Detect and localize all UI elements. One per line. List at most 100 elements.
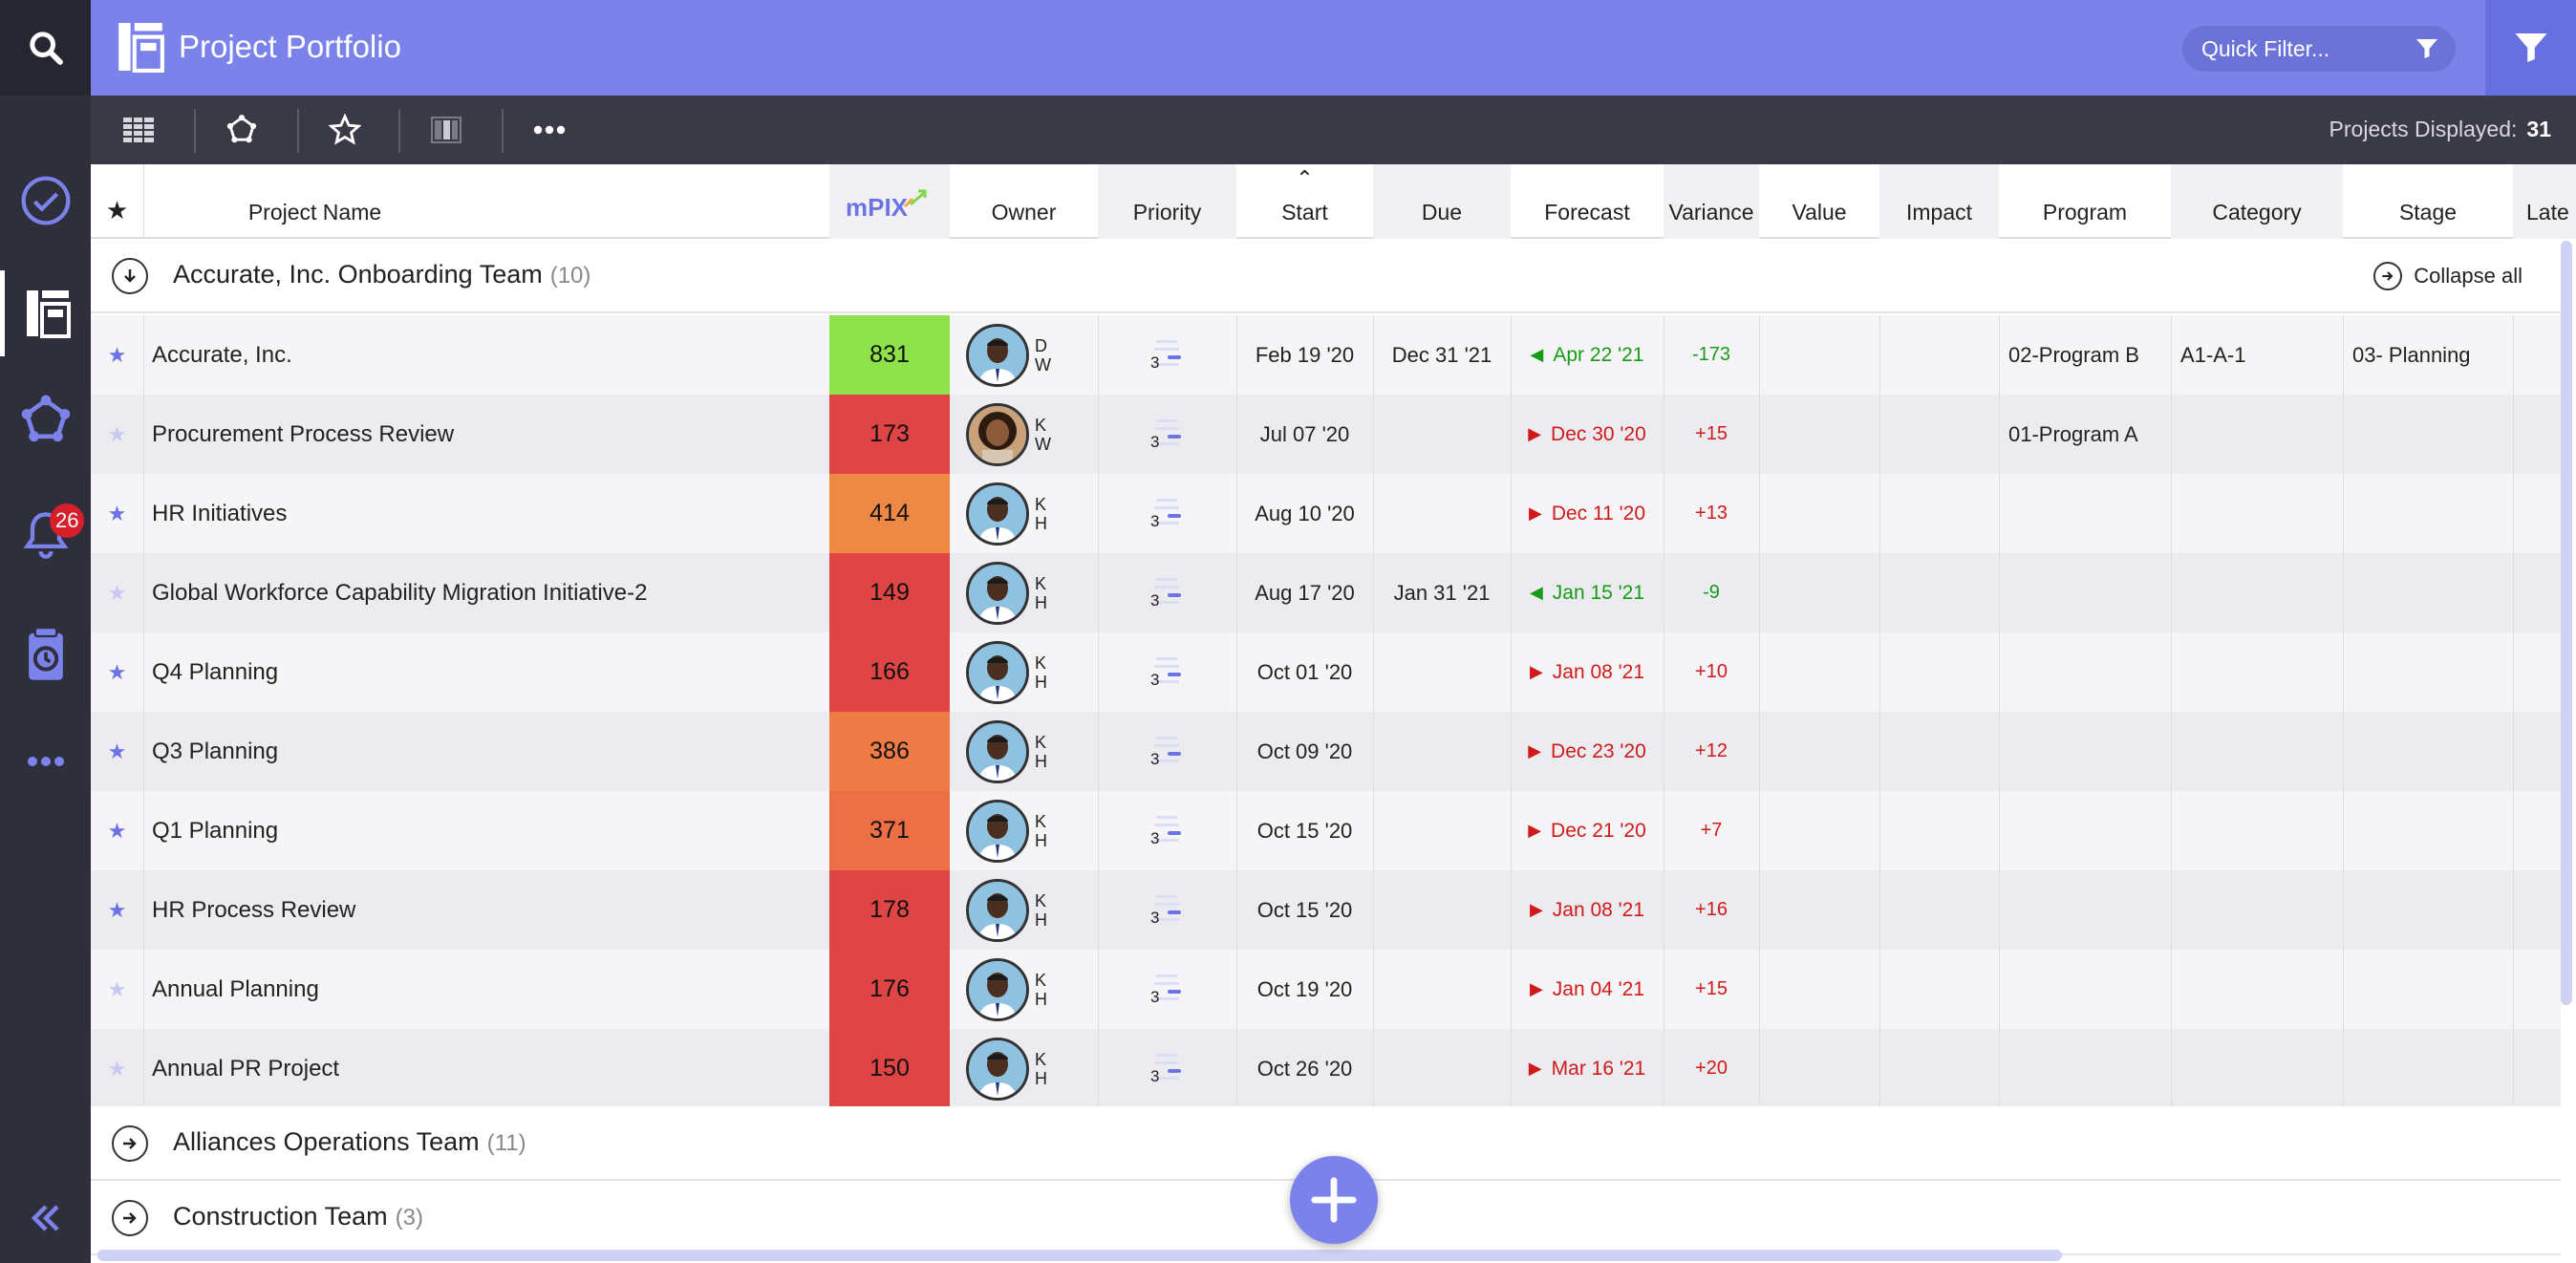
- favorite-toggle[interactable]: ★: [91, 474, 143, 553]
- favorite-toggle[interactable]: ★: [91, 712, 143, 791]
- table-row[interactable]: ★ Q1 Planning 371 K H 3 Oct 15 '20 ▶ Dec 21 '20 +…: [91, 791, 2561, 870]
- favorite-toggle[interactable]: ★: [91, 315, 143, 395]
- table-row[interactable]: ★ HR Initiatives 414 K H 3 Aug 10 '20 ▶ Dec 11 '…: [91, 474, 2561, 553]
- columns-icon: [431, 117, 462, 143]
- table-row[interactable]: ★ Q3 Planning 386 K H 3 Oct 09 '20 ▶ Dec 23 '20 +…: [91, 712, 2561, 791]
- network-view-button[interactable]: [194, 96, 290, 164]
- col-due[interactable]: Due: [1373, 164, 1511, 239]
- nav-notifications[interactable]: 26: [0, 492, 91, 578]
- program-value: [2008, 950, 2171, 1029]
- table-row[interactable]: ★ HR Process Review 178 K H 3 Oct 15 '20 ▶ Jan 0…: [91, 870, 2561, 950]
- col-owner[interactable]: Owner: [991, 200, 1057, 225]
- project-name[interactable]: Annual PR Project: [152, 1055, 340, 1081]
- collapse-group-button[interactable]: [112, 258, 148, 294]
- col-value[interactable]: Value: [1792, 200, 1847, 225]
- project-name[interactable]: Global Workforce Capability Migration In…: [152, 579, 648, 606]
- col-forecast[interactable]: Forecast: [1544, 200, 1630, 225]
- table-row[interactable]: ★ Accurate, Inc. 831 D W 3 Feb 19 '20 Dec 31 '2…: [91, 315, 2561, 395]
- col-mpix[interactable]: mPIX: [829, 164, 950, 239]
- favorite-toggle[interactable]: ★: [91, 950, 143, 1029]
- favorite-toggle[interactable]: ★: [91, 553, 143, 632]
- project-name[interactable]: Q1 Planning: [152, 817, 279, 844]
- project-name[interactable]: Accurate, Inc.: [152, 341, 292, 368]
- project-name[interactable]: Procurement Process Review: [152, 420, 455, 447]
- table-row[interactable]: ★ Q4 Planning 166 K H 3 Oct 01 '20 ▶ Jan 08 '21 +…: [91, 632, 2561, 712]
- col-category[interactable]: Category: [2171, 164, 2343, 239]
- quick-filter[interactable]: [2182, 26, 2456, 72]
- horizontal-scrollbar[interactable]: [97, 1250, 2062, 1261]
- trend-arrow-icon: ▶: [1528, 1059, 1542, 1078]
- favorite-toggle[interactable]: ★: [91, 791, 143, 870]
- category-value: [2180, 712, 2343, 791]
- favorite-toggle[interactable]: ★: [91, 632, 143, 712]
- favorite-toggle[interactable]: ★: [91, 1029, 143, 1108]
- forecast-date: Dec 11 '20: [1551, 502, 1646, 524]
- nav-timesheet[interactable]: [0, 611, 91, 697]
- avatar: [966, 878, 1029, 942]
- page-title: Project Portfolio: [179, 29, 401, 64]
- quick-filter-input[interactable]: [2201, 35, 2412, 62]
- project-name[interactable]: Q3 Planning: [152, 738, 279, 764]
- col-impact[interactable]: Impact: [1879, 164, 1999, 239]
- funnel-icon[interactable]: [2415, 38, 2438, 59]
- collapse-all-button[interactable]: Collapse all: [2373, 262, 2522, 290]
- table-row[interactable]: ★ Annual PR Project 150 K H 3 Oct 26 '20 ▶ Mar 1…: [91, 1029, 2561, 1108]
- col-priority[interactable]: Priority: [1098, 164, 1236, 239]
- col-program[interactable]: Program: [2042, 200, 2128, 225]
- nav-network[interactable]: [0, 377, 91, 463]
- more-options-button[interactable]: [502, 96, 597, 164]
- expand-group-button[interactable]: [112, 1125, 148, 1162]
- col-favorite[interactable]: ★: [105, 196, 129, 225]
- nav-portfolio[interactable]: [0, 270, 91, 356]
- columns-button[interactable]: [398, 96, 494, 164]
- group-header[interactable]: Accurate, Inc. Onboarding Team (10) Colla…: [91, 239, 2561, 313]
- project-name[interactable]: HR Process Review: [152, 896, 356, 923]
- projects-displayed-label: Projects Displayed:: [2329, 117, 2518, 141]
- col-stage[interactable]: Stage: [2398, 200, 2458, 225]
- star-icon: ★: [107, 976, 127, 1001]
- vertical-scrollbar[interactable]: [2561, 241, 2572, 1005]
- grid-view-button[interactable]: [91, 96, 186, 164]
- project-name[interactable]: HR Initiatives: [152, 500, 288, 526]
- project-name[interactable]: Annual Planning: [152, 975, 319, 1002]
- forecast-date: Dec 21 '20: [1551, 819, 1646, 842]
- add-project-button[interactable]: [1290, 1156, 1378, 1244]
- nav-tasks[interactable]: [0, 158, 91, 244]
- table-row[interactable]: ★ Annual Planning 176 K H 3 Oct 19 '20 ▶ Jan 04 …: [91, 950, 2561, 1029]
- nav-more[interactable]: [0, 718, 91, 804]
- due-date: [1373, 712, 1511, 791]
- portfolio-icon: [118, 23, 164, 73]
- table-row[interactable]: ★ Procurement Process Review 173 K W 3 Jul 07 …: [91, 395, 2561, 474]
- table-row[interactable]: ★ Global Workforce Capability Migration I…: [91, 553, 2561, 632]
- favorites-button[interactable]: [297, 96, 393, 164]
- forecast-cell: ▶ Dec 21 '20: [1511, 791, 1664, 870]
- variance-value: +15: [1695, 978, 1728, 999]
- filter-button[interactable]: [2485, 0, 2576, 96]
- collapse-sidebar-button[interactable]: [0, 1175, 91, 1261]
- notification-badge: 26: [50, 503, 85, 538]
- favorite-toggle[interactable]: ★: [91, 870, 143, 950]
- forecast-date: Mar 16 '21: [1551, 1057, 1646, 1080]
- project-name[interactable]: Q4 Planning: [152, 658, 279, 685]
- mpix-score: 173: [829, 395, 950, 474]
- favorite-toggle[interactable]: ★: [91, 395, 143, 474]
- expand-group-button[interactable]: [112, 1200, 148, 1236]
- col-start[interactable]: ⌃ Start: [1236, 164, 1373, 239]
- stage-value: [2352, 632, 2513, 712]
- col-project-name[interactable]: Project Name: [143, 164, 485, 239]
- col-late[interactable]: Late: [2513, 164, 2576, 239]
- col-variance[interactable]: Variance: [1664, 164, 1759, 239]
- category-value: A1-A-1: [2180, 342, 2246, 367]
- search-button[interactable]: [0, 0, 91, 96]
